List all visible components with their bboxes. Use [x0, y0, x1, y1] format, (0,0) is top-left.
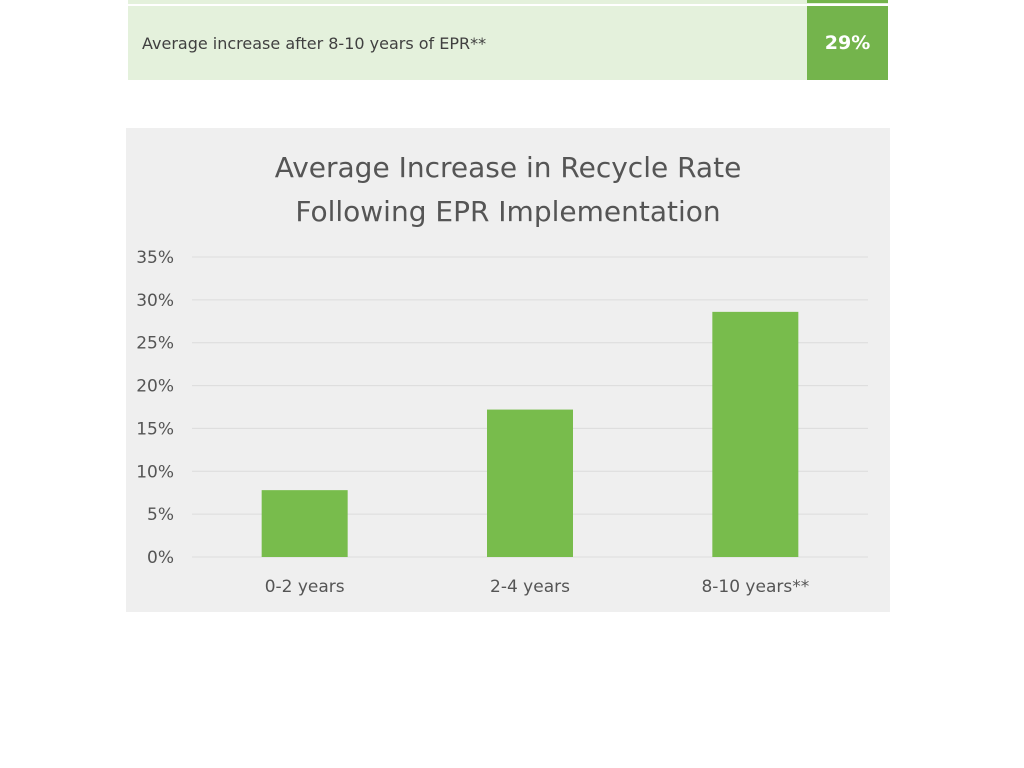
summary-row-value: 29%	[807, 6, 888, 80]
y-tick-label: 35%	[136, 248, 174, 268]
chart-title-line-2: Following EPR Implementation	[295, 195, 720, 228]
x-tick-label: 8-10 years**	[701, 577, 809, 597]
summary-row: Average increase after 8-10 years of EPR…	[128, 4, 888, 80]
y-tick-label: 25%	[136, 334, 174, 354]
bar-chart: Average Increase in Recycle Rate Followi…	[126, 128, 890, 612]
y-tick-label: 15%	[136, 419, 174, 439]
previous-row-edge	[128, 0, 888, 4]
chart-svg: Average Increase in Recycle Rate Followi…	[136, 151, 868, 597]
y-tick-label: 10%	[136, 462, 174, 482]
y-tick-label: 0%	[147, 548, 174, 568]
y-tick-label: 30%	[136, 291, 174, 311]
previous-row-value-edge	[807, 0, 888, 3]
y-tick-label: 20%	[136, 377, 174, 397]
summary-row-label: Average increase after 8-10 years of EPR…	[142, 34, 487, 53]
bar	[487, 409, 573, 557]
bar	[712, 311, 799, 557]
chart-title-line-1: Average Increase in Recycle Rate	[275, 151, 742, 184]
y-tick-label: 5%	[147, 505, 174, 525]
bar	[261, 490, 348, 557]
x-tick-label: 2-4 years	[490, 577, 570, 597]
x-tick-label: 0-2 years	[265, 577, 345, 597]
